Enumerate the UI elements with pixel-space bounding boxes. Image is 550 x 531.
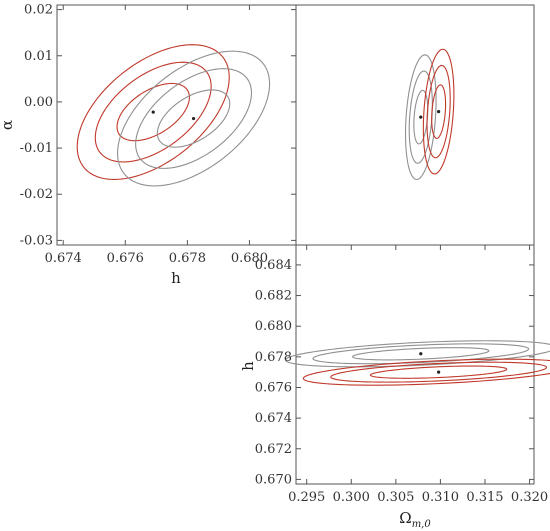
best-fit-point-series1	[191, 116, 196, 121]
y-tick-label: -0.02	[20, 187, 53, 202]
contour-series1-level0	[369, 365, 508, 379]
panel-h-alpha-frame	[56, 4, 297, 246]
contour-series1-level0	[431, 84, 447, 139]
omega-subscript: m,0	[412, 519, 432, 530]
panel-h-alpha-x-label: h	[171, 269, 181, 287]
y-tick-label: 0.678	[255, 350, 292, 365]
contour-series0-level2	[284, 340, 550, 368]
x-tick-label: 0.678	[169, 251, 206, 266]
panel-omega-h-contours	[284, 340, 550, 386]
y-tick-label: 0.672	[255, 442, 292, 457]
contour-series0-level2	[404, 54, 437, 181]
panel-h-alpha: 0.674 0.676 0.678 0.680 -0.03 -0.02 -0.01 0.00…	[0, 3, 297, 287]
contour-series1-level1	[330, 361, 547, 383]
x-tick-label: 0.310	[422, 490, 459, 505]
best-fit-point-series0	[151, 110, 155, 114]
omega-symbol: Ω	[399, 509, 411, 527]
panel-h-alpha-x-ticks: 0.674 0.676 0.678 0.680	[45, 5, 268, 266]
y-tick-label: 0.682	[255, 289, 292, 304]
best-fit-point-series0	[419, 352, 423, 356]
best-fit-point-series1	[437, 370, 441, 374]
contour-series1-level1	[426, 64, 451, 159]
best-fit-point-series0	[419, 115, 423, 119]
panel-omega-alpha	[295, 4, 535, 246]
y-tick-label: 0.676	[255, 380, 292, 395]
contour-series1-level2	[117, 50, 271, 187]
panel-omega-h: 0.295 0.300 0.305 0.310 0.315 0.320 0.6700.67…	[239, 244, 550, 530]
y-tick-label: 0.00	[24, 95, 53, 110]
panel-omega-h-y-ticks: 0.670 0.672 0.674 0.676 0.678 0.680 0.682 0.684	[255, 258, 534, 487]
panel-omega-h-x-label: Ωm,0	[399, 509, 431, 530]
x-tick-label: 0.676	[107, 251, 144, 266]
contour-series0-level0	[116, 82, 190, 142]
x-tick-label: 0.680	[231, 251, 268, 266]
contour-series1-level1	[135, 68, 253, 169]
contour-series0-level1	[94, 61, 212, 163]
panel-h-alpha-y-ticks: -0.03 -0.02 -0.01 0.00 0.01 0.02	[20, 3, 296, 248]
contour-series0-level0	[352, 347, 490, 361]
panel-omega-h-y-label: h	[239, 361, 257, 371]
y-tick-label: 0.01	[24, 49, 53, 64]
y-tick-label: 0.684	[255, 258, 292, 273]
x-tick-label: 0.674	[45, 251, 82, 266]
best-fit-point-series1	[437, 110, 441, 114]
contour-series0-level1	[312, 343, 530, 365]
y-tick-label: 0.670	[255, 472, 292, 487]
panel-omega-alpha-frame	[295, 4, 535, 246]
y-tick-label: 0.674	[255, 411, 292, 426]
x-tick-label: 0.315	[466, 490, 503, 505]
x-tick-label: 0.300	[333, 490, 370, 505]
x-tick-label: 0.295	[288, 490, 325, 505]
contour-series0-level2	[76, 44, 230, 181]
y-tick-label: -0.03	[20, 233, 53, 248]
panel-h-alpha-y-label: α	[0, 120, 16, 130]
panel-h-alpha-contours	[76, 44, 271, 187]
contour-series1-level2	[422, 48, 455, 175]
y-tick-label: 0.02	[24, 3, 53, 18]
panel-omega-alpha-contours	[404, 48, 455, 181]
contour-series1-level2	[302, 358, 550, 386]
contour-series1-level0	[156, 89, 231, 148]
y-tick-label: -0.01	[20, 141, 53, 156]
x-tick-label: 0.320	[511, 490, 548, 505]
panel-omega-h-x-ticks: 0.295 0.300 0.305 0.310 0.315 0.320	[288, 245, 548, 505]
x-tick-label: 0.305	[377, 490, 414, 505]
y-tick-label: 0.680	[255, 319, 292, 334]
